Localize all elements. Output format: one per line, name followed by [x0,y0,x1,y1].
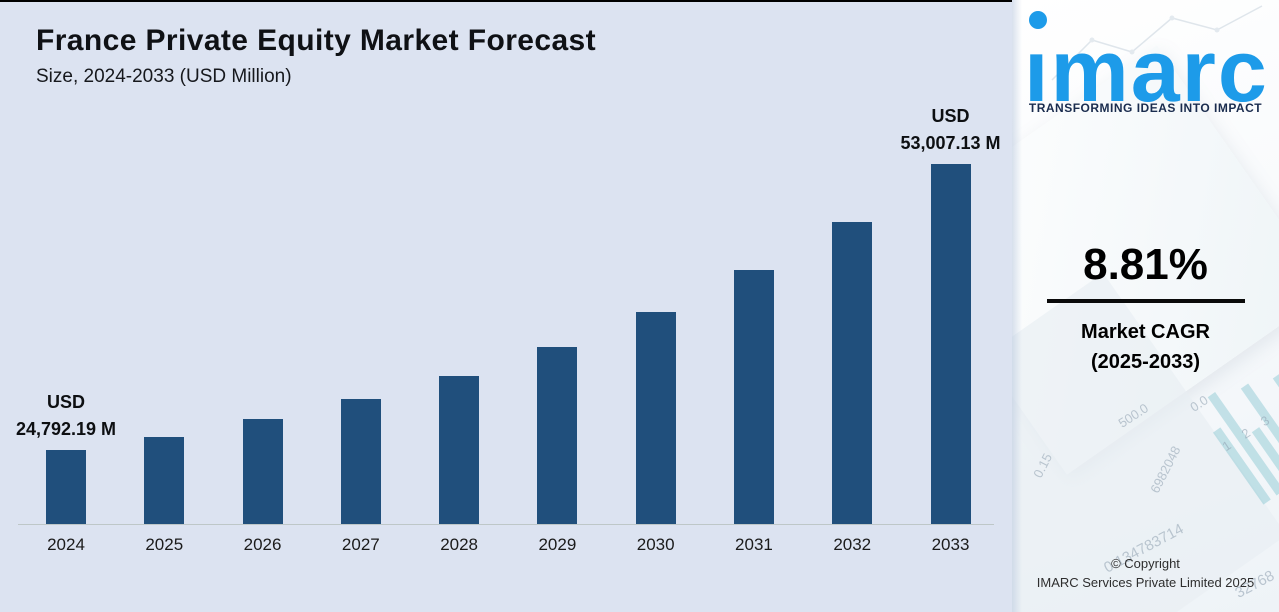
x-axis-label-2031: 2031 [735,535,773,554]
cagr-divider [1046,299,1245,303]
bar-2024 [46,450,86,524]
x-axis-label-2032: 2032 [833,535,872,554]
chart-title: France Private Equity Market Forecast [36,24,597,57]
x-axis-label-2033: 2033 [931,535,970,554]
x-axis-label-2027: 2027 [341,535,380,554]
bar-2030 [635,312,676,524]
cagr-label-line2: (2025-2033) [1091,351,1200,373]
chart-subtitle: Size, 2024-2033 (USD Million) [36,66,292,87]
bar-2028 [439,376,480,524]
panel-edge-gradient [1012,0,1022,612]
cagr-block: 8.81% Market CAGR (2025-2033) [1012,240,1279,377]
imarc-logo: ımarc [1024,21,1269,120]
copyright-line2: IMARC Services Private Limited 2025 [1036,575,1255,590]
bar-chart-plot [46,164,971,524]
bar-2029 [537,347,578,524]
bar-2032 [832,222,873,524]
chart-section: France Private Equity Market Forecast Si… [0,0,1012,612]
cagr-label-line1: Market CAGR [1081,321,1210,343]
imarc-tagline: TRANSFORMING IDEAS INTO IMPACT [1028,101,1263,115]
x-axis-label-2028: 2028 [440,535,479,554]
bar-2031 [733,270,774,524]
x-axis-label-2024: 2024 [47,535,85,554]
x-axis-line [18,524,994,525]
bar-2033 [930,164,971,524]
copyright: © Copyright IMARC Services Private Limit… [1012,554,1279,592]
bar-2027 [340,399,381,524]
imarc-logo-dot-icon [1029,11,1047,29]
bar-2026 [242,419,283,524]
x-axis-label-2025: 2025 [145,535,184,554]
data-label-2033: USD 53,007.13 M [900,106,1001,153]
cagr-value: 8.81% [1083,240,1208,289]
data-label-2024: USD 24,792.19 M [15,392,117,439]
bar-2025 [144,437,185,524]
brand-panel: 500.0 0.0 1 2 3 4 6982048 0.134783714 32… [1012,0,1279,612]
x-axis-label-2026: 2026 [243,535,282,554]
copyright-line1: © Copyright [1111,556,1180,571]
x-axis-label-2029: 2029 [538,535,577,554]
x-axis-label-2030: 2030 [636,535,675,554]
network-graph-decor-icon [1051,5,1263,81]
